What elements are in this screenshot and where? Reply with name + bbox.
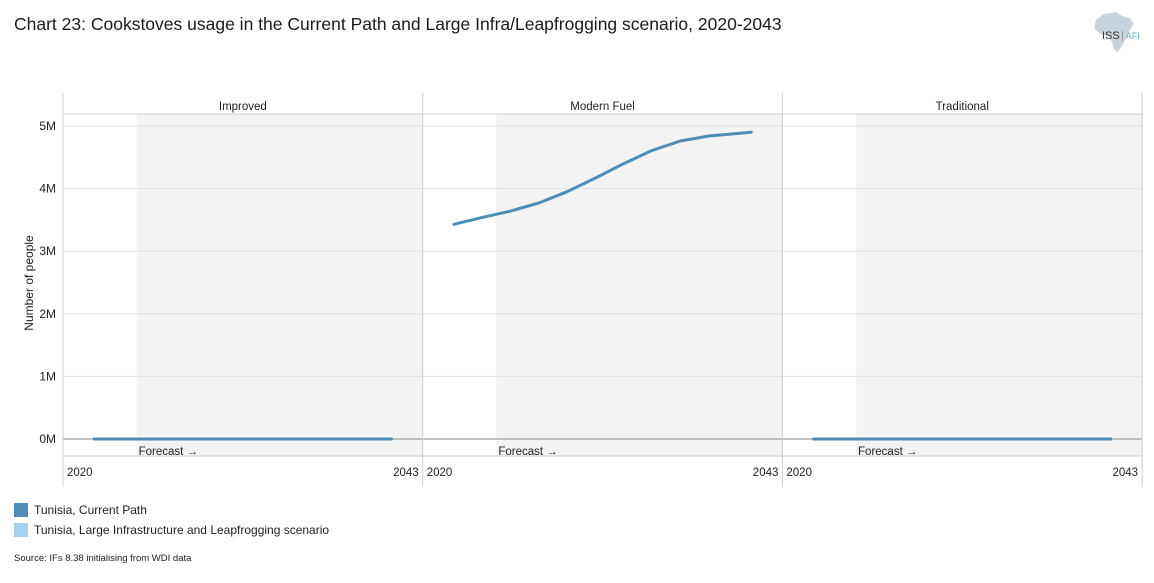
x-tick-label: 2043 — [1113, 467, 1139, 479]
africa-map-icon — [1094, 12, 1134, 52]
forecast-label: Forecast → — [858, 446, 917, 458]
legend-swatch-current-path — [14, 503, 28, 517]
y-tick-label: 0M — [39, 432, 56, 446]
iss-afi-logo: ISS AFI — [1102, 30, 1140, 42]
forecast-region — [856, 114, 1143, 456]
x-tick-label: 2020 — [427, 467, 453, 479]
y-tick-label: 2M — [39, 307, 56, 321]
legend-item-current-path[interactable]: Tunisia, Current Path — [14, 500, 329, 520]
y-tick-label: 4M — [39, 182, 56, 196]
forecast-region — [496, 114, 783, 456]
legend: Tunisia, Current Path Tunisia, Large Inf… — [14, 500, 329, 540]
legend-label-current-path: Tunisia, Current Path — [34, 503, 147, 517]
legend-item-leapfrog[interactable]: Tunisia, Large Infrastructure and Leapfr… — [14, 520, 329, 540]
forecast-label: Forecast → — [498, 446, 557, 458]
forecast-region — [136, 114, 423, 456]
y-axis-title: Number of people — [22, 235, 36, 331]
faceted-line-chart: Improved Forecast → 2020 2043 Modern Fuel For… — [22, 93, 1143, 487]
y-tick-label: 3M — [39, 244, 56, 258]
y-tick-label: 1M — [39, 369, 56, 383]
series-line — [452, 130, 753, 226]
panel-label: Improved — [219, 101, 267, 113]
logo-suffix: AFI — [1121, 31, 1140, 41]
source-note: Source: IFs 8.38 initialising from WDI d… — [14, 553, 192, 564]
forecast-label: Forecast → — [139, 446, 198, 458]
y-tick-label: 5M — [39, 119, 56, 133]
logo-text: ISS — [1102, 30, 1120, 42]
chart-title: Chart 23: Cookstoves usage in the Curren… — [14, 14, 782, 34]
legend-label-leapfrog: Tunisia, Large Infrastructure and Leapfr… — [34, 523, 330, 537]
panel-label: Modern Fuel — [570, 101, 635, 113]
panel-label: Traditional — [936, 101, 989, 113]
x-tick-label: 2020 — [67, 467, 93, 479]
x-tick-label: 2020 — [786, 467, 812, 479]
x-tick-label: 2043 — [753, 467, 779, 479]
legend-swatch-leapfrog — [14, 523, 28, 537]
x-tick-label: 2043 — [393, 467, 419, 479]
